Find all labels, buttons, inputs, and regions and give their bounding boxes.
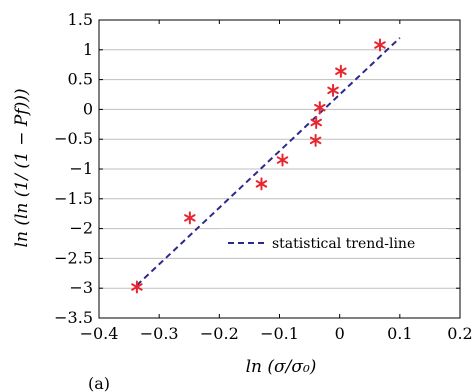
x-axis-label: ln (σ/σ₀)	[246, 357, 317, 377]
legend-label-trend-line: statistical trend-line	[272, 236, 415, 252]
y-tick-label: −0.5	[54, 129, 93, 148]
x-tick-label: −0.2	[200, 324, 239, 343]
y-tick-label: −3.5	[54, 308, 93, 327]
series-layer	[131, 37, 401, 294]
y-tick-labels: 1.5 1 0.5 0 −0.5 −1 −1.5 −2 −2.5 −3 −3.5	[54, 10, 93, 327]
y-tick-label: −3	[69, 278, 93, 297]
data-point	[327, 83, 339, 97]
asterisk-stroke	[309, 136, 322, 145]
y-tick-label: 0	[83, 99, 93, 118]
y-tick-label: −2	[69, 219, 93, 238]
x-tick-label: 0.2	[447, 324, 472, 343]
data-point	[374, 38, 386, 52]
figure-caption: (a)	[88, 374, 110, 392]
data-point	[335, 64, 347, 78]
y-tick-label: 1	[83, 40, 93, 59]
asterisk-stroke	[184, 214, 196, 222]
y-tick-label: −2.5	[54, 248, 93, 267]
y-tick-label: 0.5	[68, 70, 93, 89]
tick-marks	[98, 19, 461, 319]
legend: statistical trend-line	[219, 229, 449, 257]
asterisk-stroke	[335, 67, 347, 76]
y-tick-label: 1.5	[68, 10, 93, 29]
legend-box	[219, 229, 449, 257]
data-point	[276, 153, 289, 167]
asterisk-stroke	[276, 156, 289, 164]
grid-lines	[99, 49, 460, 289]
asterisk-stroke	[327, 86, 339, 95]
x-tick-label: −0.1	[260, 324, 299, 343]
data-point	[131, 280, 143, 294]
x-tick-label: 0.1	[387, 324, 412, 343]
y-tick-label: −1	[69, 159, 93, 178]
asterisk-stroke	[131, 283, 143, 291]
asterisk-stroke	[314, 103, 326, 112]
asterisk-stroke	[374, 41, 386, 49]
data-point	[314, 101, 326, 115]
x-tick-label: 0	[335, 324, 345, 343]
y-axis-label: ln (ln (1/ (1 − Pf)))	[12, 89, 32, 248]
data-point	[184, 211, 196, 225]
y-tick-label: −1.5	[54, 189, 93, 208]
asterisk-stroke	[310, 118, 322, 127]
x-tick-label: −0.4	[80, 324, 119, 343]
x-tick-label: −0.3	[140, 324, 179, 343]
x-tick-labels: −0.4 −0.3 −0.2 −0.1 0 0.1 0.2	[80, 324, 473, 343]
data-point	[309, 133, 322, 147]
data-point	[255, 177, 268, 191]
trend-line	[136, 37, 401, 286]
asterisk-stroke	[255, 180, 268, 188]
data-point	[310, 116, 322, 130]
